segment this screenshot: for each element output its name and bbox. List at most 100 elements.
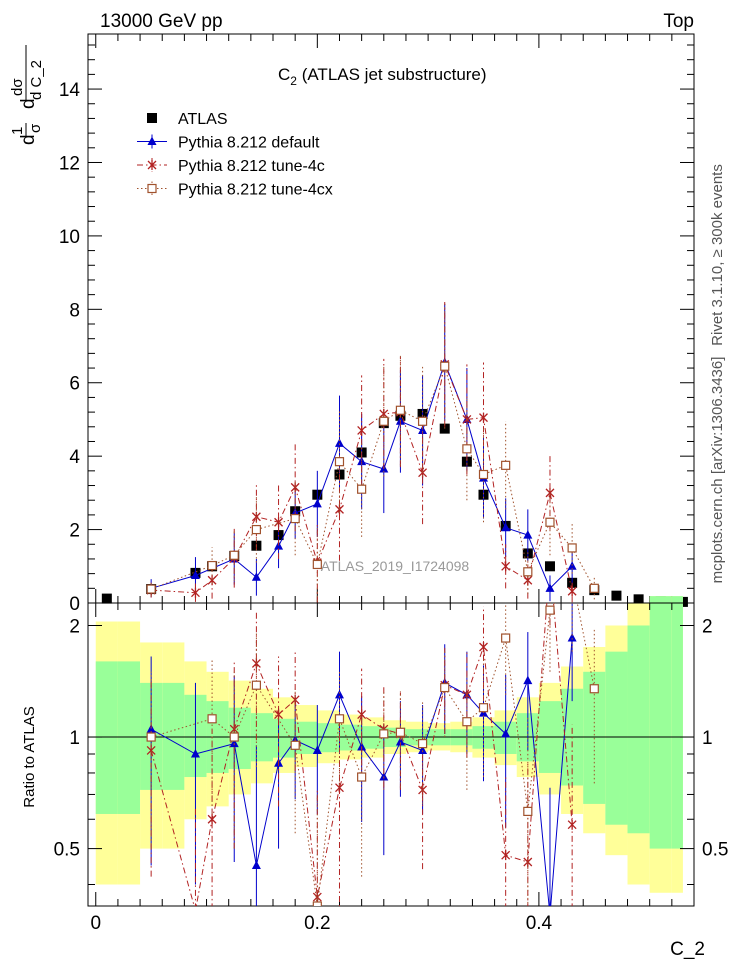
ratio-point	[418, 745, 428, 754]
data-point	[251, 572, 261, 581]
legend-entry: ATLAS	[147, 111, 228, 128]
ratio-point	[523, 806, 533, 817]
data-point	[523, 530, 533, 539]
data-point	[501, 522, 511, 532]
ratio-series-2	[146, 603, 599, 906]
ratio-point	[312, 901, 322, 906]
y-tick-label: 2	[69, 521, 80, 542]
ratio-line	[150, 603, 573, 906]
main-y-axis-title: d 1 σ d dσ d C_2	[9, 45, 45, 145]
data-point	[229, 550, 239, 560]
data-point	[418, 425, 428, 434]
data-point	[545, 583, 555, 592]
ratio-point	[194, 905, 197, 906]
ratio-point	[146, 732, 156, 742]
uncertainty-band-green	[671, 596, 683, 849]
ratio-point	[501, 850, 511, 861]
x-tick-label: 0.2	[304, 913, 330, 934]
ratio-y-tick-label: 0.5	[54, 840, 80, 861]
ratio-y-tick-label-right: 2	[702, 616, 713, 637]
ratio-point	[545, 605, 555, 615]
ratio-point	[251, 680, 261, 690]
data-point	[146, 584, 156, 594]
legend-entry: Pythia 8.212 tune-4c	[137, 158, 325, 175]
legend-entry: Pythia 8.212 default	[137, 134, 320, 152]
uncertainty-band-green	[605, 651, 628, 825]
ratio-point	[395, 736, 405, 746]
ratio-y-axis-title: Ratio to ATLAS	[21, 706, 38, 807]
ratio-point	[478, 703, 489, 713]
ratio-point	[207, 714, 217, 724]
analysis-watermark: ATLAS_2019_I1724098	[321, 558, 470, 574]
ratio-point	[379, 772, 389, 781]
data-point	[545, 517, 555, 527]
x-tick-label: 0.4	[526, 913, 553, 934]
y-tick-label: 8	[69, 300, 80, 321]
generator-info: Rivet 3.1.10, ≥ 300k events	[709, 164, 726, 346]
ratio-point	[379, 729, 389, 739]
legend-label: ATLAS	[178, 111, 228, 128]
uncertainty-band-green	[649, 596, 672, 849]
energy-label: 13000 GeV pp	[100, 11, 223, 32]
ratio-point	[312, 892, 322, 903]
data-point	[290, 513, 300, 524]
data-point	[440, 361, 450, 371]
ratio-plot-area: 0.5 0.51 12 20 0.2 0.4	[54, 596, 728, 934]
ratio-point	[462, 689, 472, 700]
ratio-point	[357, 709, 367, 720]
ratio-point	[207, 814, 217, 825]
data-point	[567, 543, 577, 553]
legend-entry: Pythia 8.212 tune-4cx	[137, 181, 333, 199]
ratio-y-tick-label: 2	[69, 616, 80, 637]
data-point	[633, 594, 644, 605]
data-point	[379, 416, 389, 426]
ratio-point	[589, 684, 599, 694]
ratio-point	[395, 727, 406, 737]
legend: ATLAS Pythia 8.212 default Pythia 8.212 tu…	[137, 111, 333, 199]
series-3	[146, 303, 599, 602]
data-point	[478, 469, 489, 480]
ratio-point	[312, 745, 322, 754]
data-point	[589, 583, 599, 593]
source-info: mcplots.cern.ch [arXiv:1306.3436]	[709, 357, 726, 584]
uncertainty-band-green	[162, 682, 185, 790]
data-point	[567, 586, 577, 597]
uncertainty-band-green	[95, 661, 118, 814]
x-tick-label: 0	[90, 913, 101, 934]
svg-text:d C_2: d C_2	[28, 60, 45, 100]
ratio-point	[418, 784, 428, 795]
data-point	[611, 590, 622, 601]
ratio-point	[334, 714, 345, 724]
data-point	[523, 567, 533, 577]
ratio-point	[274, 709, 284, 720]
ratio-y-tick-label-right: 1	[702, 728, 713, 749]
svg-text:1: 1	[9, 127, 26, 135]
ratio-point	[229, 738, 239, 748]
ratio-point	[501, 728, 511, 738]
data-point	[417, 416, 428, 426]
y-tick-label: 12	[59, 153, 80, 174]
svg-text:σ: σ	[27, 123, 44, 133]
ratio-point	[229, 732, 239, 742]
y-tick-label: 14	[59, 80, 81, 101]
ratio-point	[567, 633, 577, 642]
data-point	[312, 498, 322, 508]
ratio-point	[479, 641, 488, 652]
legend-label: Pythia 8.212 tune-4cx	[178, 182, 333, 199]
data-point	[395, 405, 406, 415]
ratio-point	[334, 689, 344, 699]
data-point	[191, 587, 200, 598]
data-point	[312, 559, 322, 570]
ratio-y-tick-label-right: 0.5	[702, 840, 728, 861]
uncertainty-band-green	[339, 724, 362, 751]
legend-marker	[147, 136, 157, 145]
ratio-point	[190, 749, 200, 758]
data-point	[462, 444, 472, 454]
data-point	[190, 570, 200, 579]
data-point	[544, 561, 555, 572]
uncertainty-band-green	[117, 661, 141, 814]
data-point	[501, 460, 511, 470]
legend-marker	[147, 160, 157, 170]
data-point	[207, 560, 217, 571]
